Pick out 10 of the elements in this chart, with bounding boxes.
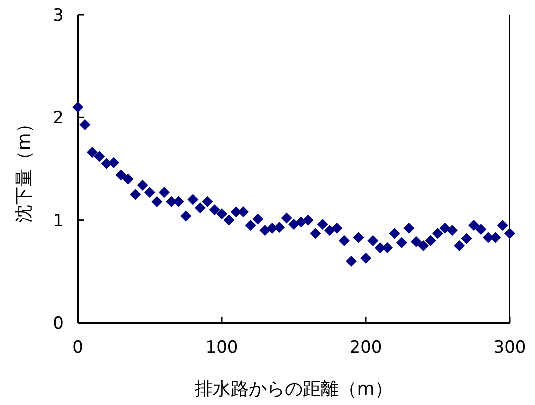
x-tick-label: 0 bbox=[72, 338, 84, 358]
y-axis-title: 沈下量（m） bbox=[14, 115, 35, 223]
y-tick-label: 3 bbox=[53, 6, 64, 26]
y-tick-label: 0 bbox=[53, 314, 64, 334]
x-tick-label: 300 bbox=[494, 338, 526, 358]
x-tick-label: 100 bbox=[206, 338, 238, 358]
y-tick-label: 1 bbox=[53, 211, 64, 232]
x-axis-title: 排水路からの距離（m） bbox=[195, 379, 393, 400]
x-tick-label: 200 bbox=[350, 338, 382, 358]
y-tick-label: 2 bbox=[53, 108, 64, 129]
